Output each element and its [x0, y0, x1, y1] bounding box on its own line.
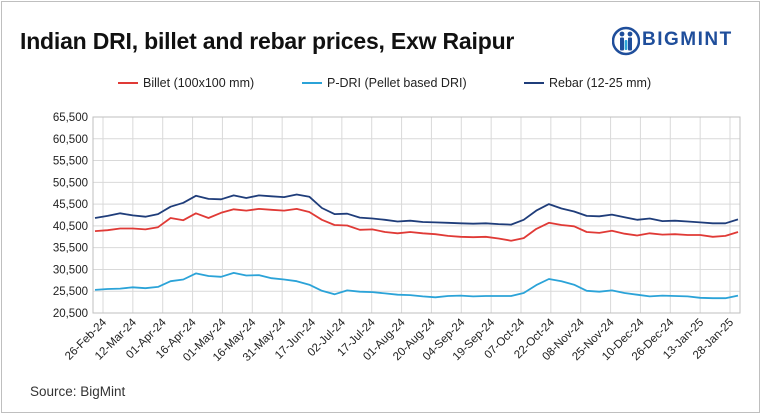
source-note: Source: BigMint [30, 384, 126, 399]
series-lines [94, 193, 739, 300]
y-tick-label: 55,500 [53, 156, 88, 168]
bigmint-logo: BIGMINT [611, 26, 752, 56]
y-tick-label: 30,500 [53, 264, 88, 276]
legend-swatch-pdri [302, 82, 322, 84]
y-axis-labels: 20,500 25,500 30,500 35,500 40,500 45,500 50,5… [53, 112, 88, 320]
legend-label-rebar: Rebar (12-25 mm) [549, 76, 652, 90]
x-axis-labels: 26-Feb-2412-Mar-2401-Apr-2416-Apr-2401-M… [63, 316, 736, 364]
legend-swatch-rebar [524, 82, 544, 84]
plot-area-border [92, 116, 741, 314]
legend-item-rebar: Rebar (12-25 mm) [524, 76, 651, 90]
y-tick-label: 25,500 [53, 286, 88, 298]
y-tick-label: 60,500 [53, 134, 88, 146]
chart-legend: Billet (100x100 mm) P-DRI (Pellet based … [0, 76, 763, 96]
legend-item-billet: Billet (100x100 mm) [118, 76, 254, 90]
legend-item-pdri: P-DRI (Pellet based DRI) [302, 76, 467, 90]
y-tick-label: 40,500 [53, 221, 88, 233]
series-line-billet [94, 207, 739, 242]
y-tick-label: 65,500 [53, 112, 88, 124]
legend-label-billet: Billet (100x100 mm) [143, 76, 255, 90]
y-tick-label: 45,500 [53, 199, 88, 211]
legend-swatch-billet [118, 82, 138, 84]
legend-label-pdri: P-DRI (Pellet based DRI) [327, 76, 467, 90]
y-tick-label: 35,500 [53, 243, 88, 255]
y-tick-label: 50,500 [53, 177, 88, 189]
chart-grid [92, 116, 741, 314]
series-line-pdri [94, 271, 739, 300]
chart-title: Indian DRI, billet and rebar prices, Exw… [20, 28, 515, 54]
y-tick-label: 20,500 [53, 308, 88, 320]
logo-wordmark: BIGMINT [642, 29, 733, 50]
series-line-rebar [94, 193, 739, 226]
bigmint-logo-icon [611, 26, 641, 56]
